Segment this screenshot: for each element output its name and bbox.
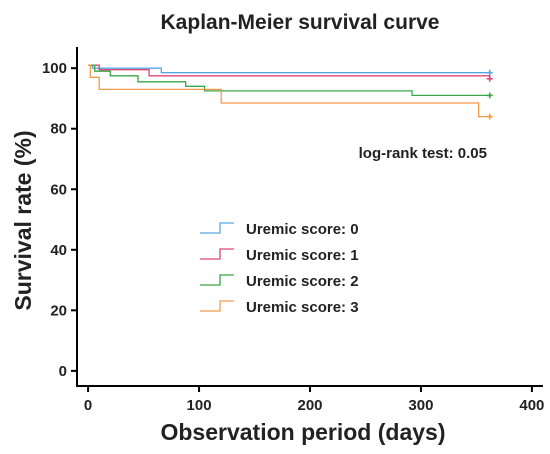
survival-curve-uremic-score-3	[88, 64, 490, 118]
legend-item: Uremic score: 3	[200, 299, 359, 316]
survival-curves	[88, 64, 493, 120]
x-tick-label: 200	[297, 397, 322, 414]
x-tick-label: 300	[408, 397, 433, 414]
survival-curve-uremic-score-2	[88, 64, 490, 97]
legend-label: Uremic score: 0	[246, 221, 359, 238]
axis-lines	[76, 47, 543, 387]
legend-item: Uremic score: 1	[200, 247, 359, 264]
legend: Uremic score: 0 Uremic score: 1 Uremic sco…	[200, 221, 359, 316]
legend-item: Uremic score: 0	[200, 221, 359, 238]
y-tick-label: 20	[50, 302, 67, 319]
y-tick-label: 40	[50, 242, 67, 259]
legend-label: Uremic score: 3	[246, 299, 359, 316]
y-tick-label: 80	[50, 121, 67, 138]
y-axis-label: Survival rate (%)	[10, 130, 36, 310]
chart-title: Kaplan-Meier survival curve	[161, 11, 440, 34]
x-tick-label: 400	[519, 397, 544, 414]
survival-curve-uremic-score-1	[88, 64, 491, 79]
y-tick-label: 100	[42, 60, 67, 77]
y-tick-label: 0	[59, 363, 67, 380]
legend-label: Uremic score: 1	[246, 247, 359, 264]
series-group-uremic-score-3	[88, 64, 493, 120]
series-group-uremic-score-2	[88, 64, 493, 99]
series-group-uremic-score-1	[88, 64, 493, 82]
legend-swatch	[200, 300, 234, 312]
legend-item: Uremic score: 2	[200, 273, 359, 290]
log-rank-annotation: log-rank test: 0.05	[359, 145, 487, 162]
legend-swatch	[200, 222, 234, 234]
x-tick-label: 0	[84, 397, 92, 414]
legend-swatch	[200, 248, 234, 260]
x-axis-label: Observation period (days)	[160, 419, 445, 445]
survival-curve-uremic-score-0	[88, 64, 490, 74]
legend-swatch	[200, 274, 234, 286]
legend-label: Uremic score: 2	[246, 273, 359, 290]
axes: 0 100 200 300 400 0 20 40 60 80 100	[42, 47, 544, 414]
x-tick-label: 100	[187, 397, 212, 414]
y-tick-label: 60	[50, 181, 67, 198]
